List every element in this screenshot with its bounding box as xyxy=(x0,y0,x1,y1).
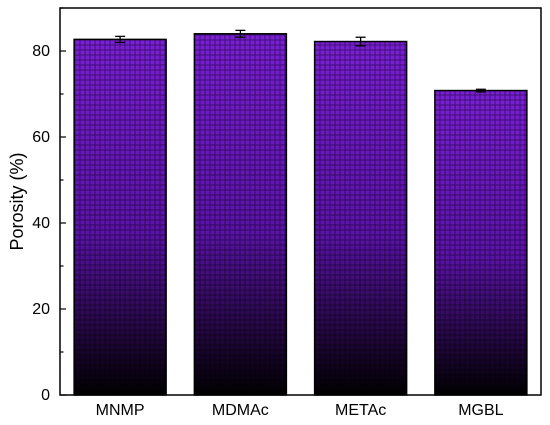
y-tick-label-4: 80 xyxy=(32,43,50,60)
y-axis-title: Porosity (%) xyxy=(7,152,27,250)
x-tick-label-1: MDMAc xyxy=(212,402,269,419)
y-tick-label-2: 40 xyxy=(32,215,50,232)
plot-frame xyxy=(59,7,542,396)
bar-pattern-2 xyxy=(313,40,408,396)
bars-layer xyxy=(73,29,528,396)
y-tick-label-0: 0 xyxy=(41,387,50,404)
bar-pattern-1 xyxy=(193,33,288,396)
labels-layer: MNMP MDMAc METAc MGBL 0 20 40 60 80 Porosity (%) xyxy=(7,43,504,419)
x-tick-label-0: MNMP xyxy=(96,402,145,419)
error-bar-0 xyxy=(115,35,126,44)
bar-group-3 xyxy=(434,88,528,396)
x-tick-label-3: MGBL xyxy=(458,402,503,419)
y-tick-label-3: 60 xyxy=(32,129,50,146)
error-bar-2 xyxy=(355,36,366,47)
x-tick-label-2: METAc xyxy=(335,402,386,419)
bar-pattern-0 xyxy=(73,38,167,396)
bar-group-2 xyxy=(313,36,408,396)
error-bar-3 xyxy=(475,88,486,93)
bar-group-0 xyxy=(73,35,167,396)
axes-layer xyxy=(59,7,542,396)
bar-group-1 xyxy=(193,29,288,396)
bar-pattern-3 xyxy=(434,89,528,396)
y-tick-label-1: 20 xyxy=(32,301,50,318)
error-bar-1 xyxy=(235,29,246,38)
